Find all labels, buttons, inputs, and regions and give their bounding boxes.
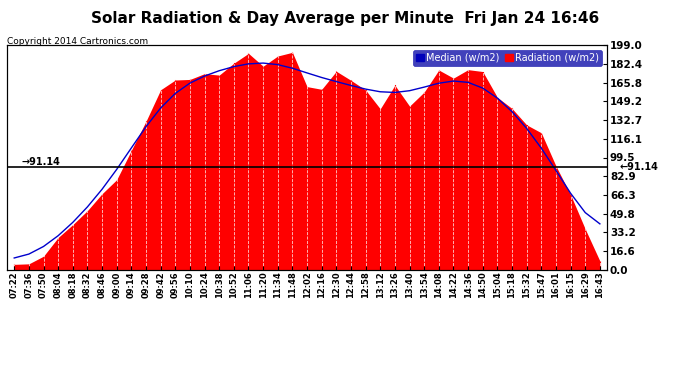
Legend: Median (w/m2), Radiation (w/m2): Median (w/m2), Radiation (w/m2) bbox=[413, 50, 602, 66]
Text: →91.14: →91.14 bbox=[21, 157, 61, 167]
Text: Copyright 2014 Cartronics.com: Copyright 2014 Cartronics.com bbox=[7, 38, 148, 46]
Text: ←91.14: ←91.14 bbox=[619, 162, 658, 172]
Text: Solar Radiation & Day Average per Minute  Fri Jan 24 16:46: Solar Radiation & Day Average per Minute… bbox=[91, 11, 599, 26]
